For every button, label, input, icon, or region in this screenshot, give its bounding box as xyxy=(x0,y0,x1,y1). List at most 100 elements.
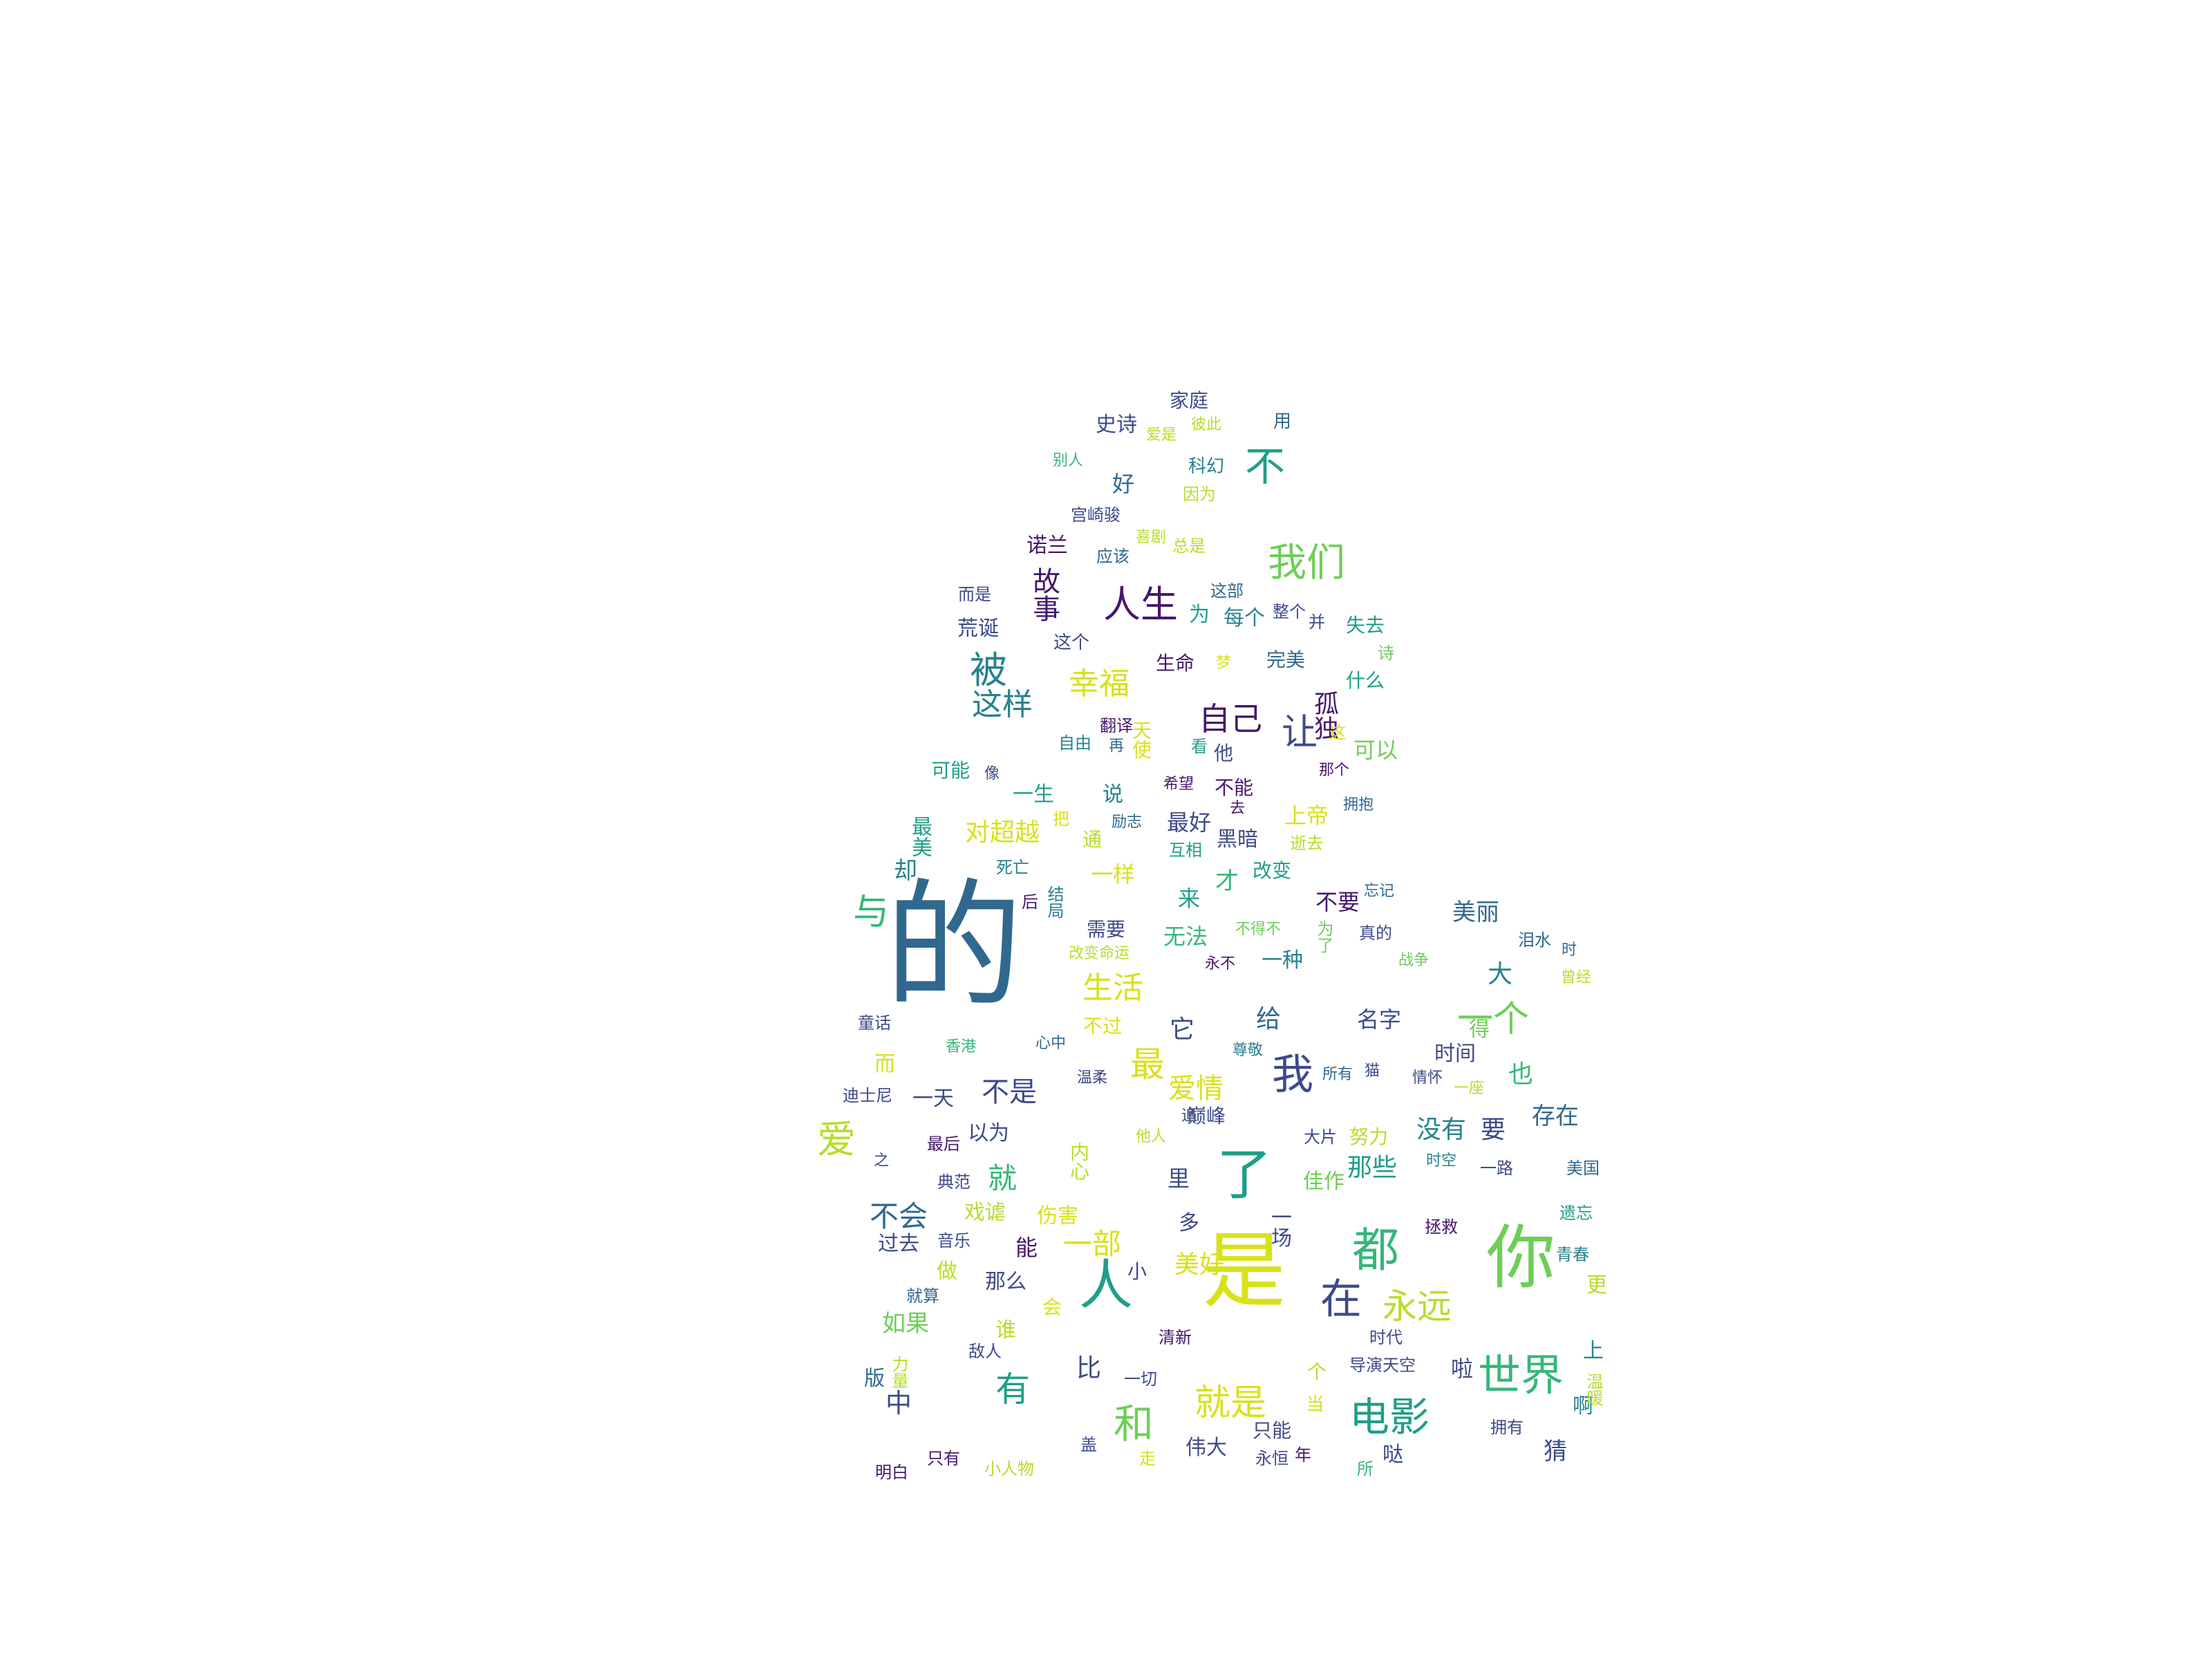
cloud-word: 温柔 xyxy=(1076,1069,1108,1087)
cloud-word: 他 xyxy=(1213,742,1234,765)
cloud-word: 改变 xyxy=(1252,859,1292,882)
cloud-word: 心中 xyxy=(1035,1035,1067,1052)
cloud-word: 战争 xyxy=(1398,952,1430,969)
cloud-word: 生命 xyxy=(1155,652,1195,675)
cloud-word: 时代 xyxy=(1369,1328,1403,1347)
cloud-word: 伟大 xyxy=(1185,1436,1227,1460)
cloud-word: 泪水 xyxy=(1518,930,1551,950)
cloud-word: 小 xyxy=(1127,1260,1147,1283)
cloud-word: 力量 xyxy=(889,1356,908,1389)
cloud-word: 就算 xyxy=(906,1286,939,1306)
cloud-word: 得 xyxy=(1469,1018,1490,1042)
cloud-word: 拥有 xyxy=(1490,1418,1524,1437)
cloud-word: 版 xyxy=(864,1367,885,1391)
cloud-word: 不得不 xyxy=(1235,921,1282,938)
cloud-word: 失去 xyxy=(1345,614,1385,637)
cloud-word: 孤独 xyxy=(1310,691,1338,740)
cloud-word: 曾经 xyxy=(1560,969,1592,986)
cloud-word: 拯救 xyxy=(1425,1217,1458,1237)
cloud-word: 去 xyxy=(1229,800,1246,817)
cloud-word: 情怀 xyxy=(1412,1069,1443,1087)
cloud-word: 大片 xyxy=(1304,1127,1337,1147)
cloud-word: 一场 xyxy=(1267,1206,1291,1248)
cloud-word: 永恒 xyxy=(1255,1449,1288,1468)
cloud-word: 猜 xyxy=(1544,1438,1567,1465)
cloud-word: 明白 xyxy=(875,1463,908,1482)
cloud-word: 不能 xyxy=(1214,776,1254,799)
cloud-word: 内心 xyxy=(1067,1142,1090,1181)
cloud-word: 整个 xyxy=(1273,602,1306,621)
cloud-word: 完美 xyxy=(1266,648,1306,671)
cloud-word: 时间 xyxy=(1434,1042,1476,1066)
cloud-word: 后 xyxy=(1022,892,1038,912)
cloud-word: 科幻 xyxy=(1188,456,1225,477)
cloud-word: 走 xyxy=(1139,1449,1156,1468)
cloud-word: 要 xyxy=(1480,1116,1506,1144)
cloud-word: 以为 xyxy=(968,1121,1009,1145)
cloud-word: 上 xyxy=(1583,1339,1604,1363)
cloud-word: 我 xyxy=(1272,1051,1313,1099)
cloud-word: 就 xyxy=(987,1161,1018,1195)
cloud-word: 逝去 xyxy=(1290,834,1323,853)
cloud-word: 温暖 xyxy=(1584,1373,1603,1406)
cloud-word: 一切 xyxy=(1124,1369,1157,1389)
cloud-word: 史诗 xyxy=(1096,413,1137,437)
cloud-word: 人生 xyxy=(1103,583,1178,626)
cloud-word: 佳作 xyxy=(1303,1170,1344,1194)
cloud-word: 都 xyxy=(1351,1224,1400,1278)
cloud-word: 梦 xyxy=(1215,655,1232,672)
cloud-word: 个 xyxy=(1306,1360,1327,1383)
cloud-word: 遗忘 xyxy=(1559,1203,1593,1223)
cloud-word: 被 xyxy=(970,648,1007,692)
cloud-word: 迪士尼 xyxy=(843,1086,892,1105)
cloud-word: 青春 xyxy=(1556,1245,1589,1264)
cloud-word: 人 xyxy=(1078,1255,1134,1317)
cloud-word: 彼此 xyxy=(1190,416,1222,433)
cloud-word: 自由 xyxy=(1058,733,1091,753)
cloud-word: 就是 xyxy=(1194,1382,1267,1424)
cloud-word: 给 xyxy=(1255,1005,1282,1033)
cloud-word: 却 xyxy=(894,857,917,885)
cloud-word: 宫崎骏 xyxy=(1071,505,1121,525)
cloud-word: 盖 xyxy=(1080,1435,1097,1454)
cloud-word: 不会 xyxy=(869,1199,928,1233)
cloud-word: 那么 xyxy=(985,1270,1027,1294)
cloud-word: 电影 xyxy=(1349,1394,1430,1441)
cloud-word: 童话 xyxy=(858,1013,891,1033)
cloud-word: 没有 xyxy=(1416,1116,1467,1144)
cloud-word: 荒诞 xyxy=(957,617,999,641)
cloud-word: 可能 xyxy=(930,759,971,782)
cloud-word: 幸福 xyxy=(1069,666,1130,702)
cloud-word: 美国 xyxy=(1566,1159,1600,1178)
cloud-word: 诺兰 xyxy=(1027,534,1068,558)
cloud-word: 喜剧 xyxy=(1135,529,1167,546)
cloud-word: 应该 xyxy=(1096,547,1130,566)
cloud-word: 哒 xyxy=(1382,1443,1403,1467)
cloud-word: 而 xyxy=(874,1052,895,1076)
cloud-word: 谁 xyxy=(995,1318,1016,1342)
cloud-word: 戏谑 xyxy=(964,1201,1006,1225)
cloud-word: 他人 xyxy=(1135,1128,1167,1145)
cloud-word: 导演天空 xyxy=(1349,1356,1416,1375)
cloud-word: 拥抱 xyxy=(1342,796,1374,814)
cloud-word: 存在 xyxy=(1532,1103,1579,1130)
cloud-word: 爱是 xyxy=(1145,427,1177,444)
cloud-word: 一路 xyxy=(1480,1159,1513,1178)
cloud-word: 一生 xyxy=(1013,782,1054,807)
cloud-word: 说 xyxy=(1103,782,1123,807)
cloud-word: 励志 xyxy=(1111,814,1143,831)
cloud-word: 了 xyxy=(1217,1143,1272,1207)
cloud-word: 黑暗 xyxy=(1217,827,1258,852)
cloud-word: 为 xyxy=(1189,603,1210,627)
cloud-word: 永远 xyxy=(1382,1286,1452,1327)
cloud-word: 它 xyxy=(1169,1015,1195,1044)
cloud-word: 比 xyxy=(1076,1354,1102,1382)
cloud-word: 不是 xyxy=(982,1076,1037,1108)
cloud-word: 清新 xyxy=(1159,1328,1192,1347)
cloud-word: 更 xyxy=(1586,1273,1607,1297)
cloud-word: 一天 xyxy=(912,1087,954,1111)
cloud-word: 忘记 xyxy=(1363,883,1395,900)
cloud-word: 时 xyxy=(1561,941,1577,959)
cloud-word: 之 xyxy=(873,1152,890,1170)
cloud-word: 需要 xyxy=(1086,918,1126,941)
